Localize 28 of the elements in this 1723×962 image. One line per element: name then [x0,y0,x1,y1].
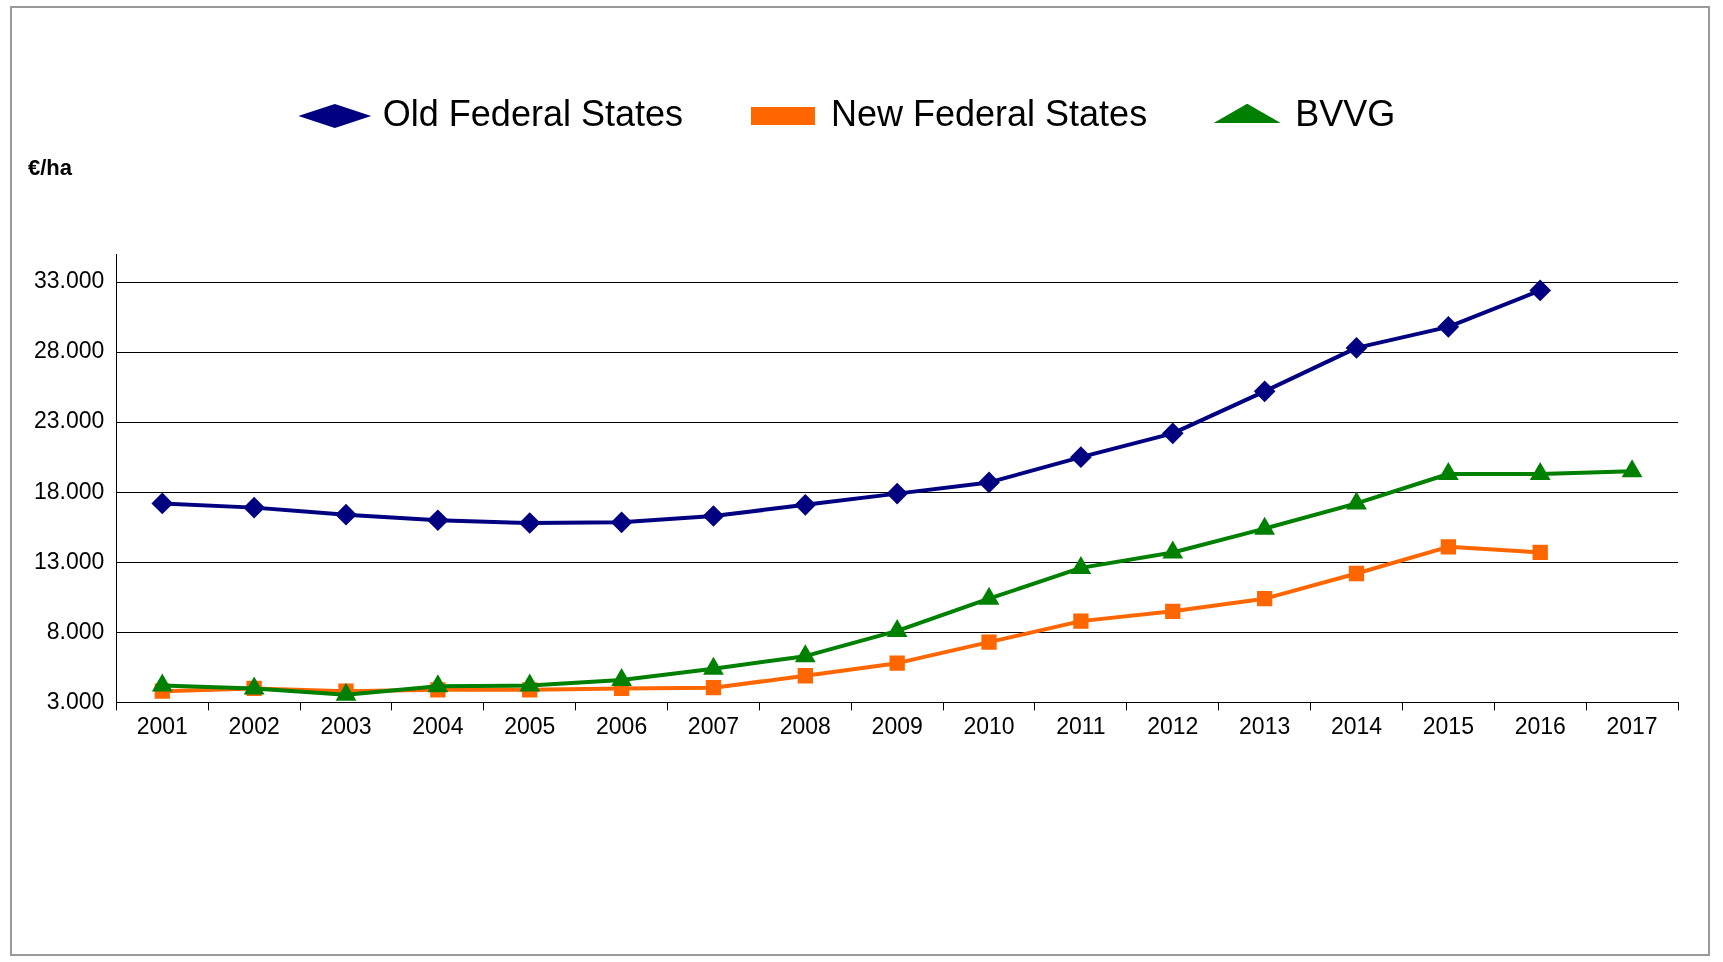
y-tick-label: 33.000 [33,267,105,294]
y-tick-label: 28.000 [33,337,105,364]
x-tick-label: 2005 [504,712,556,739]
y-tick-label: 23.000 [33,407,105,434]
y-axis-title: €/ha [28,155,73,181]
x-tick-label: 2010 [963,712,1015,739]
y-tick-label: 13.000 [33,547,105,574]
y-tick-label: 3.000 [46,687,105,714]
x-tick-label: 2004 [412,712,464,739]
y-tick-label: 18.000 [33,477,105,504]
x-tick-label: 2011 [1056,712,1106,739]
x-tick-label: 2012 [1147,712,1199,739]
legend-label: BVVG [1295,92,1396,134]
x-tick-label: 2016 [1514,712,1566,739]
x-tick-label: 2014 [1330,712,1383,739]
x-tick-label: 2008 [779,712,831,739]
x-tick-label: 2006 [596,712,648,739]
x-tick-label: 2007 [687,712,740,739]
legend-label: Old Federal States [382,92,683,134]
y-tick-label: 8.000 [46,617,105,644]
x-tick-label: 2002 [228,712,280,739]
legend-label: New Federal States [830,92,1148,134]
x-tick-label: 2001 [136,712,188,739]
x-tick-label: 2017 [1606,712,1658,739]
x-tick-label: 2013 [1239,712,1291,739]
x-tick-label: 2015 [1422,712,1474,739]
x-tick-label: 2003 [320,712,372,739]
x-tick-label: 2009 [871,712,923,739]
